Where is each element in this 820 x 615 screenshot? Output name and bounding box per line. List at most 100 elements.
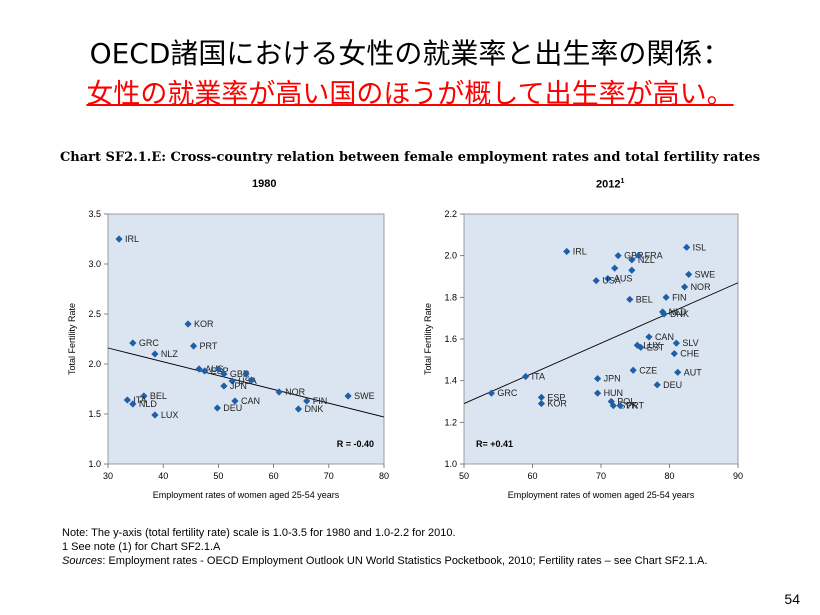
plot-area (107, 213, 385, 465)
data-point (214, 365, 222, 373)
x-tick-label: 90 (733, 471, 743, 481)
x-tick-label: 80 (379, 471, 389, 481)
correlation-label: R= +0.41 (476, 439, 513, 449)
sources-text: : Employment rates - OECD Employment Out… (102, 555, 708, 567)
data-point (680, 283, 689, 291)
data-point-label: DEU (663, 380, 682, 390)
data-point-label: NLD (139, 399, 158, 409)
data-point-label: NZL (638, 255, 655, 265)
data-point-label: FIN (313, 396, 328, 406)
data-point-label: IRL (125, 234, 139, 244)
data-point (115, 235, 123, 243)
data-point-label: LUX (161, 410, 179, 420)
note-line: Note: The y-axis (total fertility rate) … (62, 526, 707, 540)
x-tick-label: 30 (103, 471, 113, 481)
note-text: : The y-axis (total fertility rate) scal… (85, 527, 456, 539)
notes: Note: The y-axis (total fertility rate) … (62, 526, 707, 568)
data-point (614, 252, 622, 260)
data-point (242, 370, 250, 378)
note-label: Note (62, 527, 86, 539)
y-tick-label: 3.5 (88, 209, 101, 219)
x-axis-label: Employment rates of women aged 25-54 yea… (153, 490, 340, 500)
data-point-label: NOR (691, 282, 712, 292)
data-point-label: AUS (205, 364, 224, 374)
data-point-label: DEU (223, 403, 242, 413)
y-tick-label: 1.0 (444, 459, 457, 469)
x-tick-label: 40 (158, 471, 168, 481)
data-point (563, 247, 571, 256)
y-tick-label: 2.2 (444, 209, 457, 219)
y-tick-label: 1.2 (444, 417, 457, 427)
x-tick-label: 80 (664, 471, 674, 481)
data-point (628, 266, 636, 274)
scatter-chart-2012: 1.0 1.2 1.4 1.6 1.8 2.0 2.2 50 60 70 80 90 Employmen… (423, 209, 743, 500)
data-point-label: BEL (150, 391, 167, 401)
data-point (129, 339, 137, 347)
data-point-label: NLD (669, 307, 688, 317)
data-point-label: KOR (547, 399, 567, 409)
data-point-label: GBR (624, 251, 644, 261)
x-tick-label: 50 (213, 471, 223, 481)
data-point-label: ITA (532, 372, 545, 382)
data-point (189, 342, 198, 350)
data-point (522, 372, 530, 381)
data-point-label: HUN (604, 388, 624, 398)
data-point-label: USA (602, 276, 621, 286)
data-point (228, 377, 236, 385)
data-point (151, 411, 159, 419)
data-point-label: JPN (230, 381, 247, 391)
data-point-label: DNK (670, 309, 689, 319)
data-point (201, 367, 209, 375)
data-point (685, 270, 693, 279)
y-tick-label: 1.8 (444, 292, 457, 302)
y-tick-label: 1.0 (88, 459, 101, 469)
data-point-label: CHE (680, 349, 699, 359)
data-point-label: ISL (693, 242, 707, 252)
x-axis-label: Employment rates of women aged 25-54 yea… (508, 490, 695, 500)
data-point-label: CZE (639, 365, 657, 375)
y-tick-label: 1.6 (444, 334, 457, 344)
data-point-label: KOR (194, 319, 214, 329)
data-point-label: IRL (573, 247, 587, 257)
y-axis-label: Total Fertility Rate (67, 303, 77, 375)
panel-title-1980: 1980 (252, 178, 276, 190)
data-point-label: POL (617, 397, 635, 407)
y-tick-label: 2.5 (88, 309, 101, 319)
data-point (195, 365, 203, 373)
scatter-chart-1980: 1.0 1.5 2.0 2.5 3.0 3.5 30 40 50 60 70 80 Employment… (67, 209, 389, 500)
y-axis-label: Total Fertility Rate (423, 303, 433, 375)
y-tick-label: 3.0 (88, 259, 101, 269)
data-point-label: PRT (200, 341, 218, 351)
panel-title-text: 1980 (252, 178, 277, 190)
data-point-label: AUT (684, 367, 703, 377)
data-point-label: AUS (614, 274, 633, 284)
data-point-label: JPN (604, 374, 621, 384)
data-point-label: DNK (304, 404, 323, 414)
page-number: 54 (784, 591, 800, 607)
data-point-label: NOR (285, 387, 306, 397)
data-point (247, 376, 256, 384)
trend-line (107, 347, 385, 418)
sources-line: Sources: Employment rates - OECD Employm… (62, 554, 707, 568)
data-point (231, 397, 239, 405)
data-point (151, 350, 159, 358)
slide-subtitle: 女性の就業率が高い国のほうが概して出生率が高い。 (86, 79, 734, 110)
data-point (633, 341, 641, 349)
data-point (220, 382, 228, 390)
data-point-label: CAN (241, 396, 260, 406)
panel-title-text: 2012 (596, 178, 621, 191)
data-point-label: BEL (636, 294, 653, 304)
slide-title: OECD諸国における女性の就業率と出生率の関係： (89, 37, 731, 70)
data-point-label: ITA (133, 395, 146, 405)
y-tick-label: 1.4 (444, 376, 457, 386)
data-point (123, 396, 131, 404)
data-point-label: GRC (497, 388, 518, 398)
x-tick-label: 70 (596, 471, 606, 481)
data-point (683, 243, 691, 251)
x-tick-label: 60 (269, 471, 279, 481)
data-point-label: LUX (643, 340, 661, 350)
data-point (303, 397, 311, 405)
data-point-label: FRA (645, 251, 663, 261)
panel-title-footnote-mark: 1 (620, 178, 625, 185)
data-point (275, 388, 283, 396)
